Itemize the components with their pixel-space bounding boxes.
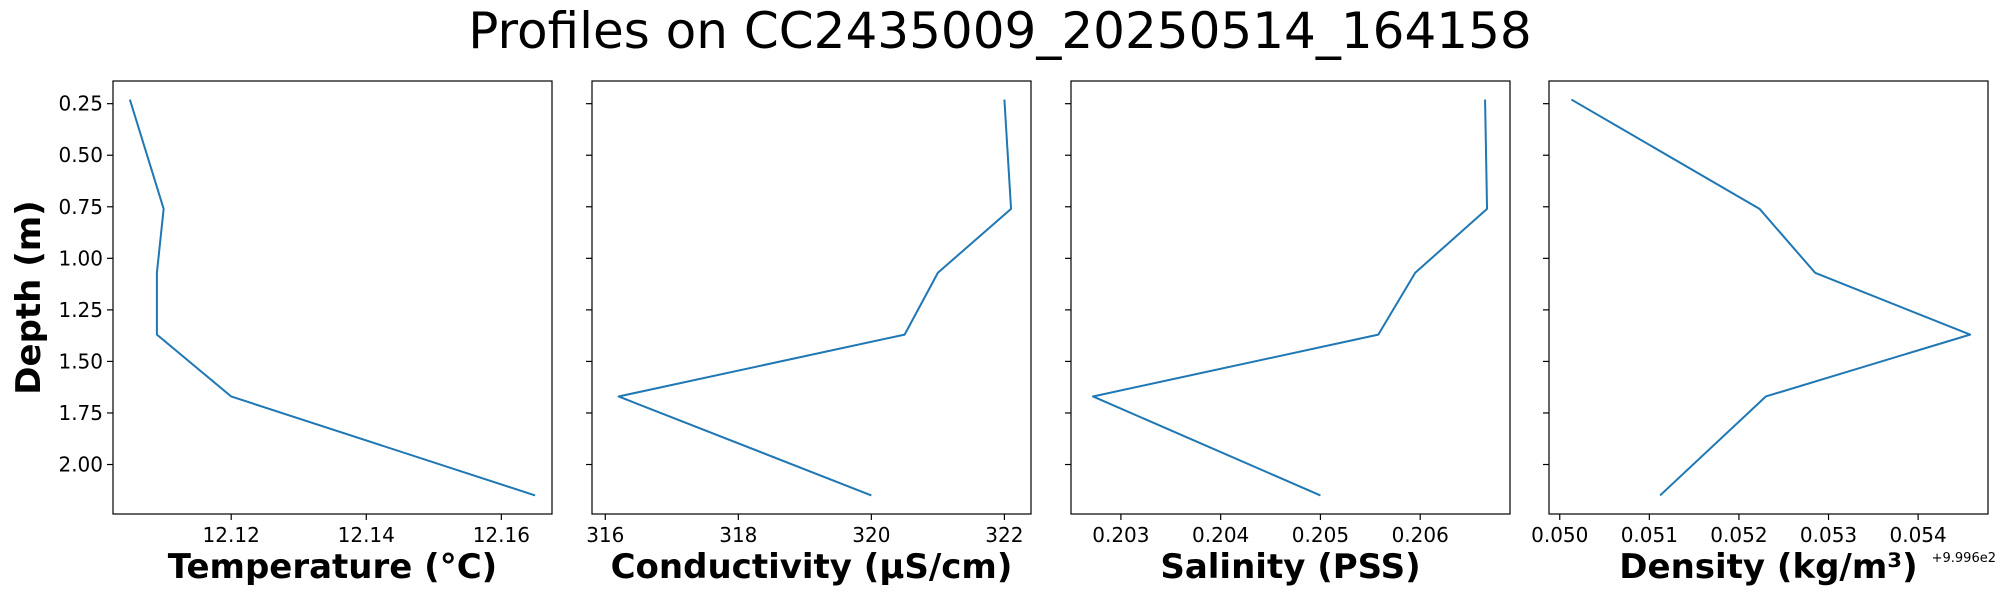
figure-title: Profiles on CC2435009_20250514_164158: [468, 2, 1531, 60]
axes-frame: [112, 80, 553, 515]
y-tick-label: 0.50: [58, 143, 103, 167]
y-tick-label: 1.75: [58, 401, 103, 425]
x-tick-label: 0.206: [1392, 523, 1449, 547]
y-tick-label: 2.00: [58, 453, 103, 477]
x-tick-label: 320: [852, 523, 890, 547]
x-tick-label: 0.203: [1092, 523, 1149, 547]
y-tick-label: 1.50: [58, 349, 103, 373]
x-tick-label: 316: [586, 523, 624, 547]
series-line-1: [1091, 99, 1489, 497]
x-tick-label: 0.053: [1800, 523, 1857, 547]
x-tick-label: 12.12: [203, 523, 260, 547]
x-tick-label: 0.051: [1621, 523, 1678, 547]
x-tick-label: 0.054: [1889, 523, 1946, 547]
axes-frame: [1070, 80, 1511, 515]
axes-frame: [591, 80, 1032, 515]
x-tick-label: 0.050: [1531, 523, 1588, 547]
panels: 12.12 12.14 12.16 0.25 0.50 0.75 1.00 1.25 1.50 1…: [9, 80, 1996, 587]
chart-panel-1: 12.12 12.14 12.16 0.25 0.50 0.75 1.00 1.25 1.50 1…: [9, 80, 553, 587]
y-tick-label: 1.00: [58, 246, 103, 270]
x-offset-label: +9.996e2: [1932, 551, 1996, 566]
x-tick-label: 0.204: [1192, 523, 1249, 547]
x-tick-label: 12.14: [338, 523, 395, 547]
y-tick-label: 0.75: [58, 195, 103, 219]
x-tick-label: 322: [985, 523, 1023, 547]
x-tick-label: 318: [719, 523, 757, 547]
x-axis-title: Density (kg/m³): [1619, 547, 1917, 587]
y-tick-label: 0.25: [58, 92, 103, 116]
x-tick-label: 0.052: [1710, 523, 1767, 547]
x-tick-label: 12.16: [473, 523, 530, 547]
x-tick-label: 0.205: [1292, 523, 1349, 547]
y-tick-label: 1.25: [58, 298, 103, 322]
x-axis-title: Conductivity (µS/cm): [611, 547, 1013, 587]
x-axis-title: Salinity (PSS): [1160, 547, 1420, 587]
x-axis-title: Temperature (°C): [168, 547, 497, 587]
y-axis-title: Depth (m): [9, 200, 49, 394]
series-line-1: [1570, 98, 1972, 497]
series-line-1: [617, 99, 1013, 497]
series-line-1: [128, 99, 536, 497]
axes-frame: [1548, 80, 1989, 515]
